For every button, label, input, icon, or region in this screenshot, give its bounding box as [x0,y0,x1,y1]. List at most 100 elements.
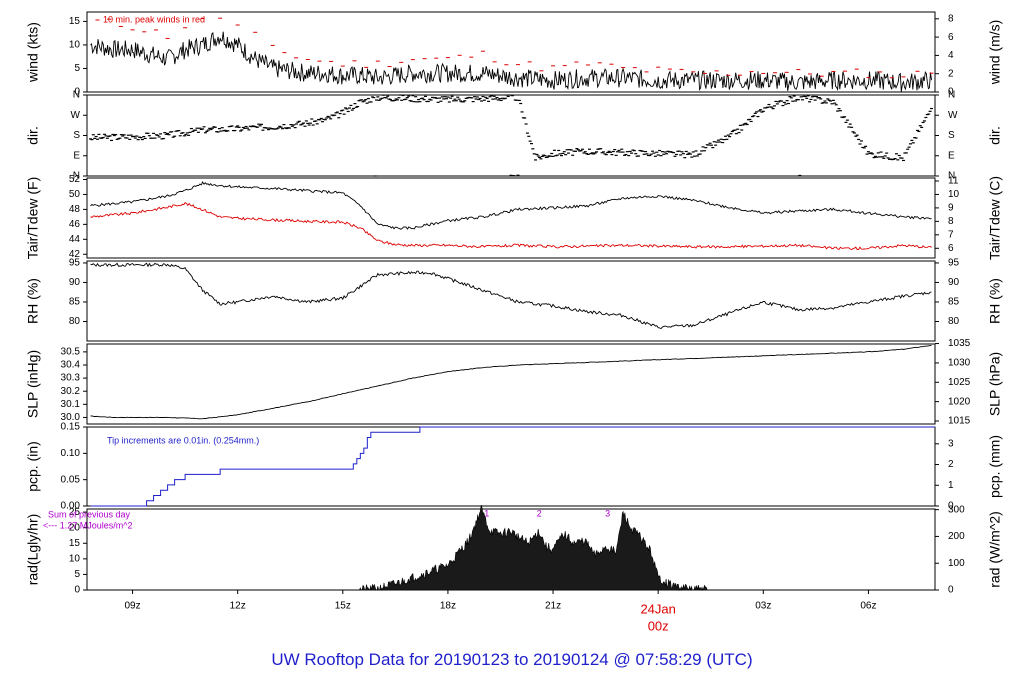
wind-ylabel-left: wind (kts) [25,22,41,83]
rad-right-tick-label: 200 [948,531,965,542]
temp-right-tick-label: 11 [948,176,959,187]
slp-left-tick-label: 30.0 [61,412,81,423]
rad-right-tick-label: 0 [948,585,954,596]
dir-right-tick-label: S [948,130,955,141]
rad-annotation-line2: <--- 1.27 MJoules/m^2 [43,520,133,530]
slp-line [90,344,932,420]
rh-panel-frame [86,260,936,342]
slp-right-tick-label: 1025 [948,377,971,388]
wind-right-tick-label: 2 [948,68,954,79]
rad-day-marker: 3 [605,508,610,518]
temp-right-tick-label: 10 [948,189,960,200]
temp-dew-line [90,201,932,250]
rh-right-tick-label: 85 [948,297,960,308]
rad-right-tick-label: 300 [948,504,965,515]
rh-left-tick-label: 80 [69,316,81,327]
slp-left-tick-label: 30.2 [61,386,81,397]
dir-right-tick-label: W [948,110,958,121]
slp-right-tick-label: 1015 [948,416,971,427]
rh-right-tick-label: 80 [948,316,960,327]
slp-left-tick-label: 30.3 [61,373,81,384]
slp-right-tick-label: 1020 [948,396,971,407]
pcp-ylabel-right: pcp. (mm) [987,435,1003,498]
rad-area [356,505,708,592]
rad-right-tick-label: 100 [948,558,965,569]
x-tick-label: 18z [440,601,456,612]
wind-right-tick-label: 6 [948,32,954,43]
pcp-left-tick-label: 0.00 [61,501,81,512]
x-tick-label: 06z [860,601,876,612]
slp-right-tick-label: 1035 [948,338,971,349]
rh-right-tick-label: 90 [948,277,960,288]
dir-right-tick-label: N [948,90,955,101]
rad-left-tick-label: 5 [74,569,80,580]
temp-left-tick-label: 50 [69,189,81,200]
slp-ylabel-left: SLP (inHg) [25,350,41,418]
pcp-step-line [90,426,935,507]
pcp-ylabel-left: pcp. (in) [25,441,41,492]
x-tick-label: 21z [545,601,561,612]
dir-left-tick-label: E [73,150,80,161]
dir-ylabel-left: dir. [25,126,41,145]
temp-air-line [90,181,932,230]
temp-left-tick-label: 52 [69,174,81,185]
page-title: UW Rooftop Data for 20190123 to 20190124… [271,650,753,669]
dir-left-tick-label: W [71,110,81,121]
rad-left-tick-label: 0 [74,585,80,596]
temp-right-tick-label: 7 [948,229,954,240]
rad-annotation-line1: Sum of previous day [48,509,131,519]
rh-ylabel-right: RH (%) [987,278,1003,324]
wind-right-tick-label: 0 [948,87,954,98]
wind-right-tick-label: 4 [948,50,954,61]
temp-ylabel-right: Tair/Tdew (C) [987,176,1003,260]
rad-day-marker: 1 [484,508,489,518]
pcp-right-tick-label: 3 [948,438,954,449]
temp-left-tick-label: 44 [69,234,81,245]
dir-ylabel-right: dir. [987,126,1003,145]
x-date-time-label: 00z [648,618,669,633]
wind-left-tick-label: 15 [69,16,81,27]
x-date-label: 24Jan [640,601,675,616]
wind-annotation: 10 min. peak winds in red [103,14,205,24]
rad-left-tick-label: 25 [69,507,81,518]
rad-day-marker: 2 [537,508,542,518]
rh-left-tick-label: 90 [69,277,81,288]
rh-left-tick-label: 85 [69,297,81,308]
pcp-right-tick-label: 0 [948,501,954,512]
temp-left-tick-label: 42 [69,249,81,260]
x-tick-label: 12z [230,601,246,612]
pcp-left-tick-label: 0.15 [61,422,81,433]
temp-right-tick-label: 9 [948,203,954,214]
dir-left-tick-label: N [73,90,80,101]
rad-left-tick-label: 10 [69,553,81,564]
slp-ylabel-right: SLP (hPa) [987,352,1003,416]
dir-left-tick-label: S [73,130,80,141]
pcp-right-tick-label: 1 [948,480,954,491]
temp-left-tick-label: 48 [69,204,81,215]
rh-right-tick-label: 95 [948,258,960,269]
temp-left-tick-label: 46 [69,219,81,230]
slp-right-tick-label: 1030 [948,358,971,369]
temp-right-tick-label: 8 [948,216,954,227]
pcp-left-tick-label: 0.10 [61,448,81,459]
x-tick-label: 09z [124,601,140,612]
rad-ylabel-right: rad (W/m^2) [987,511,1003,588]
wind-right-tick-label: 8 [948,13,954,24]
rad-left-tick-label: 20 [69,522,81,533]
slp-left-tick-label: 30.5 [61,347,81,358]
x-tick-label: 03z [755,601,771,612]
temp-right-tick-label: 6 [948,243,954,254]
dir-panel-frame [86,94,936,177]
temp-panel-frame [86,177,936,259]
dir-right-tick-label: N [948,171,955,182]
x-tick-label: 15z [335,601,351,612]
rh-line [90,262,932,330]
rad-ylabel-left: rad(Lgly/hr) [25,514,41,586]
wind-left-tick-label: 5 [74,63,80,74]
pcp-annotation: Tip increments are 0.01in. (0.254mm.) [107,435,259,445]
slp-left-tick-label: 30.1 [61,399,81,410]
rh-left-tick-label: 95 [69,258,81,269]
wind-left-tick-label: 0 [74,87,80,98]
